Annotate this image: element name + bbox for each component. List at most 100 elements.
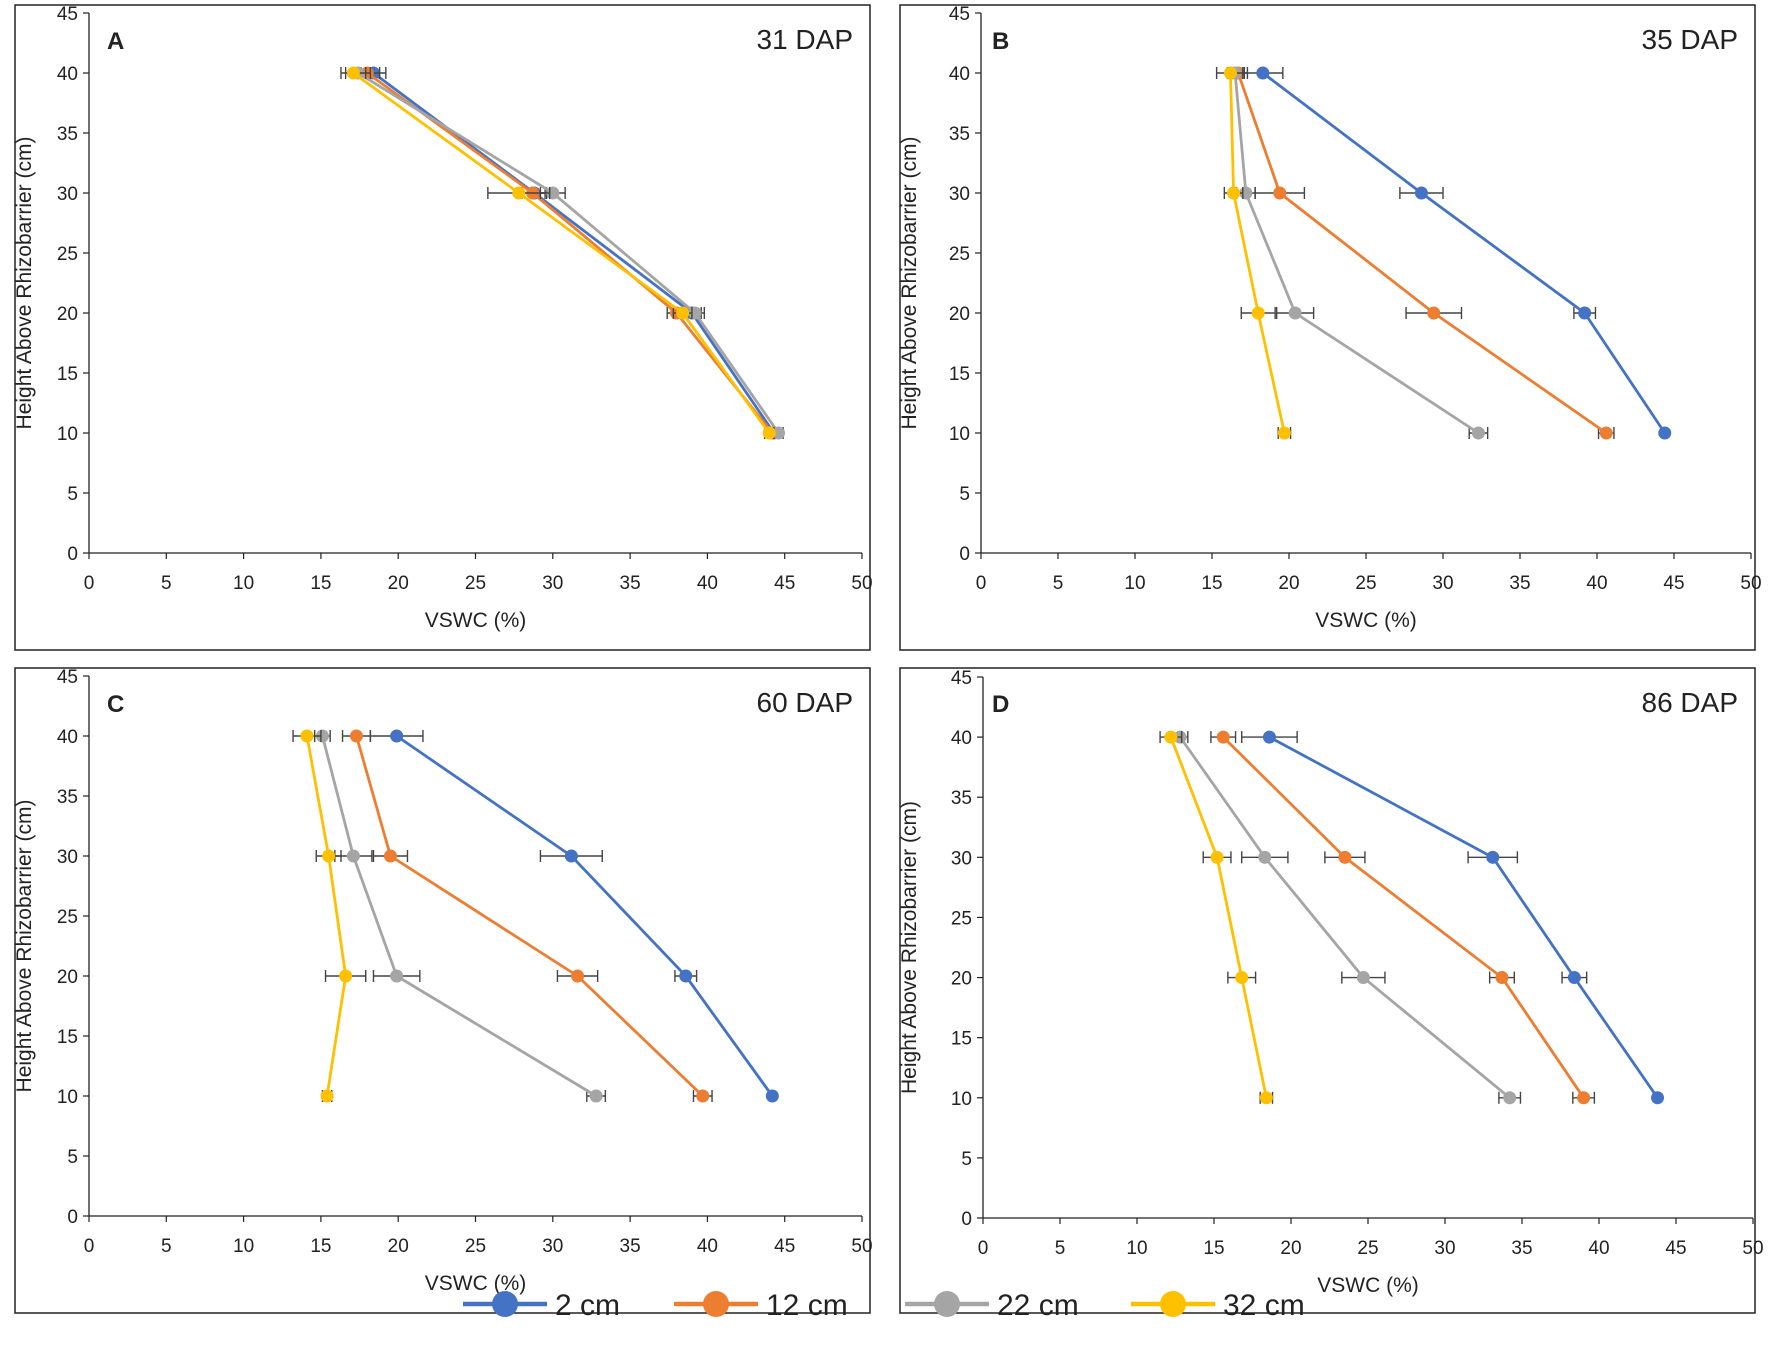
legend-label: 2 cm <box>555 1289 620 1322</box>
y-tick-label: 35 <box>57 124 78 145</box>
y-tick-label: 30 <box>951 848 972 869</box>
data-point <box>676 306 690 320</box>
data-point <box>1658 426 1672 440</box>
panel-d: 0 5 10 15 20 25 30 35 40 45 0 5 10 15 20 25 30 35 40 45 50 VS… <box>898 667 1764 1314</box>
legend-label: 12 cm <box>766 1289 848 1322</box>
data-point <box>1288 306 1302 320</box>
series-32-cm <box>340 66 776 440</box>
x-axis-title: VSWC (%) <box>1317 1274 1419 1297</box>
x-tick-label: 45 <box>774 1236 795 1257</box>
x-tick-label: 30 <box>1432 573 1453 594</box>
series-22-cm <box>344 66 786 440</box>
y-tick-label: 35 <box>949 124 970 145</box>
series-line <box>305 735 348 1097</box>
data-point <box>1277 426 1291 440</box>
data-point <box>390 729 404 743</box>
y-tick-label: 40 <box>57 64 78 85</box>
x-tick-label: 0 <box>976 573 987 594</box>
panel-a: 0 5 10 15 20 25 30 35 40 45 0 5 10 15 20 25 30 35 40 45 50 VS… <box>13 4 873 651</box>
legend-item-32-cm: 32 cm <box>1131 1289 1305 1322</box>
x-tick-label: 35 <box>620 1236 641 1257</box>
y-tick-label: 5 <box>961 1149 972 1170</box>
data-point <box>1259 1091 1273 1105</box>
x-axis-title: VSWC (%) <box>1315 609 1417 632</box>
panel-title: 86 DAP <box>1642 687 1739 718</box>
data-point <box>1414 186 1428 200</box>
data-point <box>1164 730 1178 744</box>
data-point <box>1338 850 1352 864</box>
series-32-cm <box>292 729 367 1103</box>
series-line <box>355 735 704 1098</box>
x-tick-label: 30 <box>542 1236 563 1257</box>
y-tick-label: 45 <box>57 667 78 688</box>
x-tick-label: 35 <box>1509 573 1530 594</box>
x-tick-label: 50 <box>1742 1238 1763 1259</box>
legend-label: 22 cm <box>997 1289 1079 1322</box>
series-line <box>372 71 776 434</box>
series-line <box>1178 736 1511 1099</box>
series-line <box>395 734 774 1097</box>
y-tick-label: 45 <box>951 668 972 689</box>
data-point <box>346 849 360 863</box>
y-tick-label: 15 <box>951 1029 972 1050</box>
series-2-cm <box>360 66 781 440</box>
data-point <box>1503 1091 1517 1105</box>
series-line <box>352 71 771 434</box>
y-axis-title: Height Above Rhizobarrier (cm) <box>13 137 36 430</box>
panel-title: 31 DAP <box>757 24 854 55</box>
x-tick-label: 5 <box>161 573 172 594</box>
y-tick-label: 5 <box>959 484 970 505</box>
panel-title: 35 DAP <box>1642 24 1739 55</box>
series-line <box>1268 735 1659 1099</box>
series-2-cm <box>369 729 779 1103</box>
y-tick-label: 35 <box>951 788 972 809</box>
data-point <box>1471 426 1485 440</box>
panel-letter: B <box>992 28 1009 55</box>
x-tick-label: 15 <box>1201 573 1222 594</box>
y-tick-label: 25 <box>951 908 972 929</box>
data-point <box>1210 850 1224 864</box>
x-tick-label: 0 <box>84 573 95 594</box>
y-tick-label: 10 <box>57 424 78 445</box>
data-point <box>1223 66 1237 80</box>
x-tick-label: 10 <box>233 573 254 594</box>
data-point <box>1427 306 1441 320</box>
y-tick-label: 40 <box>949 64 970 85</box>
x-tick-label: 40 <box>1588 1238 1609 1259</box>
legend-marker <box>492 1291 518 1317</box>
y-tick-label: 45 <box>57 4 78 25</box>
data-point <box>589 1089 603 1103</box>
x-tick-label: 15 <box>310 1236 331 1257</box>
x-axis-title: VSWC (%) <box>425 1272 527 1295</box>
data-point <box>1486 850 1500 864</box>
legend-item-22-cm: 22 cm <box>905 1289 1079 1322</box>
legend-item-2-cm: 2 cm <box>463 1289 620 1322</box>
y-tick-label: 30 <box>949 184 970 205</box>
data-point <box>1227 186 1241 200</box>
data-point <box>1216 730 1230 744</box>
y-tick-label: 20 <box>949 304 970 325</box>
series-line <box>1236 72 1608 435</box>
x-tick-label: 45 <box>1665 1238 1686 1259</box>
data-point <box>1567 971 1581 985</box>
x-tick-label: 40 <box>697 1236 718 1257</box>
y-tick-label: 0 <box>961 1209 972 1230</box>
x-tick-label: 30 <box>542 573 563 594</box>
data-point <box>1256 66 1270 80</box>
legend-marker <box>703 1291 729 1317</box>
panel-letter: C <box>107 691 124 718</box>
x-tick-label: 35 <box>620 573 641 594</box>
series-2-cm <box>1241 730 1665 1105</box>
data-point <box>349 729 363 743</box>
x-axis-title: VSWC (%) <box>425 609 527 632</box>
x-tick-label: 0 <box>978 1238 989 1259</box>
data-point <box>762 426 776 440</box>
y-tick-label: 10 <box>57 1087 78 1108</box>
series-line <box>357 71 780 434</box>
x-tick-label: 25 <box>465 573 486 594</box>
data-point <box>1356 971 1370 985</box>
x-tick-label: 15 <box>310 573 331 594</box>
y-tick-label: 5 <box>67 484 78 505</box>
data-point <box>383 849 397 863</box>
